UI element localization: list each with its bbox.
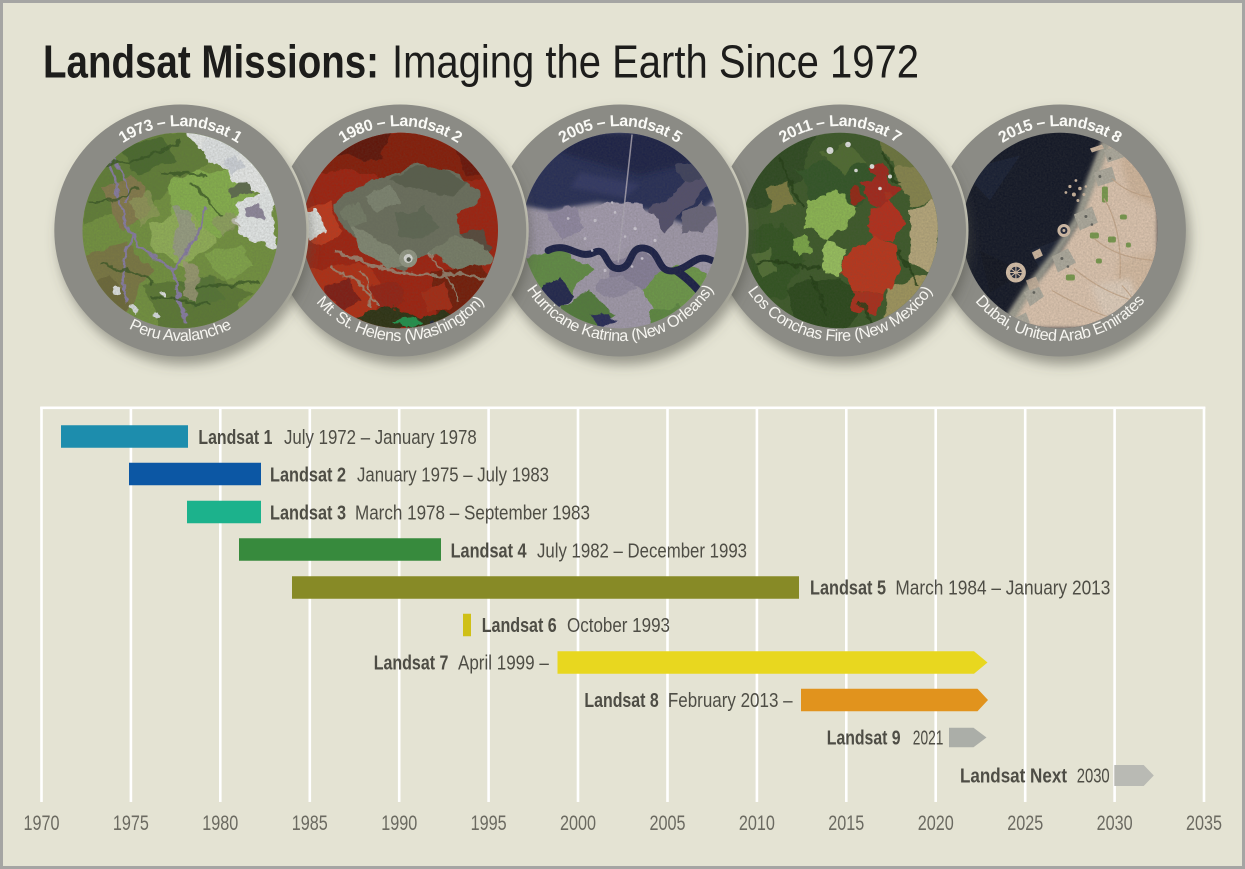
svg-text:1985: 1985 xyxy=(292,812,328,835)
svg-text:Landsat 7: Landsat 7 xyxy=(374,653,449,675)
svg-text:2005: 2005 xyxy=(650,812,686,835)
svg-text:January 1975 – July 1983: January 1975 – July 1983 xyxy=(357,465,549,487)
svg-text:Landsat 2: Landsat 2 xyxy=(270,465,346,487)
svg-text:2015: 2015 xyxy=(828,812,864,835)
svg-text:2035: 2035 xyxy=(1186,812,1222,835)
svg-text:Landsat Missions:: Landsat Missions: xyxy=(43,36,379,88)
svg-text:March 1978 – September 1983: March 1978 – September 1983 xyxy=(355,503,590,525)
svg-text:1990: 1990 xyxy=(381,812,417,835)
svg-text:Landsat 1: Landsat 1 xyxy=(198,427,272,449)
svg-text:2030: 2030 xyxy=(1077,766,1110,788)
svg-text:2020: 2020 xyxy=(918,812,954,835)
svg-text:2021: 2021 xyxy=(913,728,944,750)
svg-text:2025: 2025 xyxy=(1007,812,1043,835)
svg-text:Landsat 3: Landsat 3 xyxy=(270,503,346,525)
svg-text:1975: 1975 xyxy=(113,812,149,835)
svg-text:Imaging the Earth Since 1972: Imaging the Earth Since 1972 xyxy=(392,36,919,88)
svg-text:2010: 2010 xyxy=(739,812,775,835)
svg-text:April 1999 –: April 1999 – xyxy=(458,653,550,675)
svg-text:Landsat 8: Landsat 8 xyxy=(584,690,658,712)
svg-text:Landsat 6: Landsat 6 xyxy=(482,615,557,637)
svg-text:1995: 1995 xyxy=(471,812,507,835)
svg-text:October 1993: October 1993 xyxy=(567,615,670,637)
svg-text:1970: 1970 xyxy=(24,812,60,835)
svg-text:Landsat 4: Landsat 4 xyxy=(451,541,528,563)
svg-text:1980: 1980 xyxy=(202,812,238,835)
svg-text:July 1972 – January 1978: July 1972 – January 1978 xyxy=(284,427,477,449)
svg-text:2030: 2030 xyxy=(1097,812,1133,835)
svg-text:Landsat 9: Landsat 9 xyxy=(827,728,901,750)
svg-text:2000: 2000 xyxy=(560,812,596,835)
svg-text:Landsat Next: Landsat Next xyxy=(960,766,1067,788)
svg-text:March 1984 – January 2013: March 1984 – January 2013 xyxy=(895,578,1110,600)
svg-text:July 1982 – December 1993: July 1982 – December 1993 xyxy=(537,541,747,563)
svg-text:February 2013 –: February 2013 – xyxy=(668,690,793,712)
svg-text:Landsat 5: Landsat 5 xyxy=(810,578,886,600)
